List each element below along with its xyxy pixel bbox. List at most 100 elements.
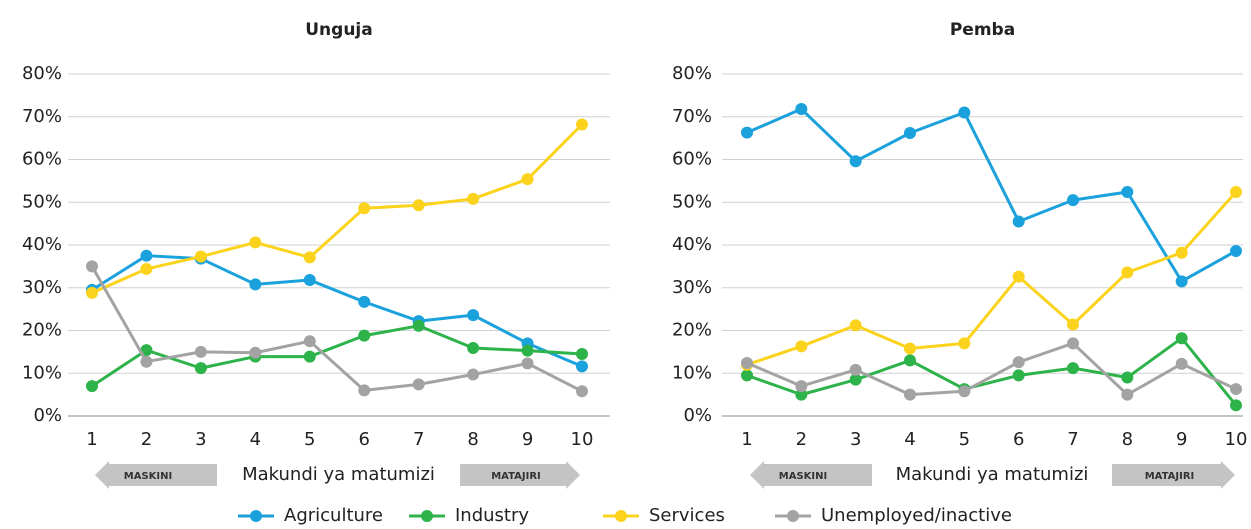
x-tick-label: 8 bbox=[467, 429, 478, 450]
x-axis-label: Makundi ya matumizi bbox=[896, 464, 1089, 485]
data-point bbox=[358, 329, 371, 342]
left-arrow-label: MASKINI bbox=[779, 471, 827, 482]
data-point bbox=[303, 350, 316, 363]
data-point bbox=[521, 344, 534, 357]
data-point bbox=[1175, 246, 1188, 259]
x-tick-label: 9 bbox=[1176, 429, 1187, 450]
data-point bbox=[467, 342, 480, 355]
series-line bbox=[746, 341, 1237, 397]
x-tick-label: 5 bbox=[304, 429, 315, 450]
y-tick-label: 30% bbox=[22, 277, 62, 298]
y-tick-label: 80% bbox=[22, 63, 62, 84]
x-tick-label: 2 bbox=[141, 429, 152, 450]
data-point bbox=[576, 348, 588, 361]
data-point bbox=[1121, 388, 1134, 401]
data-point bbox=[904, 126, 916, 139]
data-point bbox=[904, 354, 916, 367]
data-point bbox=[576, 360, 588, 373]
x-tick-label: 1 bbox=[741, 429, 752, 450]
data-point bbox=[249, 346, 262, 359]
y-tick-label: 30% bbox=[672, 277, 712, 298]
data-point bbox=[1067, 194, 1079, 207]
data-point bbox=[194, 362, 207, 375]
data-point bbox=[795, 340, 808, 353]
y-tick-label: 50% bbox=[672, 191, 712, 212]
x-tick-label: 7 bbox=[413, 429, 424, 450]
data-point bbox=[140, 355, 153, 368]
y-tick-label: 50% bbox=[22, 191, 62, 212]
y-tick-label: 20% bbox=[672, 320, 712, 341]
data-point bbox=[303, 274, 316, 287]
data-point bbox=[303, 251, 316, 264]
series-line bbox=[91, 254, 583, 368]
y-tick-label: 40% bbox=[22, 234, 62, 255]
data-point bbox=[358, 295, 371, 308]
data-point bbox=[358, 384, 371, 397]
legend-swatch bbox=[421, 510, 433, 522]
y-tick-label: 70% bbox=[672, 106, 712, 127]
data-point bbox=[958, 106, 971, 119]
data-point bbox=[412, 199, 425, 212]
chart-title: Pemba bbox=[950, 20, 1015, 40]
data-point bbox=[849, 319, 862, 332]
data-point bbox=[795, 388, 808, 401]
x-axis-label: Makundi ya matumizi bbox=[242, 464, 435, 485]
data-point bbox=[1121, 185, 1134, 198]
data-point bbox=[1175, 357, 1188, 370]
data-point bbox=[1067, 318, 1079, 331]
y-tick-label: 0% bbox=[33, 405, 62, 426]
right-arrow-label: MATAJIRI bbox=[491, 471, 541, 482]
data-point bbox=[795, 380, 808, 393]
data-point bbox=[86, 260, 98, 273]
data-point bbox=[1012, 356, 1025, 369]
y-tick-label: 60% bbox=[672, 149, 712, 170]
data-point bbox=[412, 378, 425, 391]
data-point bbox=[849, 155, 862, 168]
data-point bbox=[1067, 337, 1079, 350]
legend-swatch bbox=[787, 510, 799, 522]
data-point bbox=[249, 278, 262, 291]
x-tick-label: 5 bbox=[959, 429, 970, 450]
x-tick-label: 10 bbox=[571, 429, 594, 450]
y-tick-label: 10% bbox=[672, 362, 712, 383]
data-point bbox=[140, 344, 153, 357]
data-point bbox=[576, 385, 588, 398]
left-arrow bbox=[95, 461, 217, 489]
data-point bbox=[303, 335, 316, 348]
data-point bbox=[1175, 332, 1188, 345]
right-arrow bbox=[1112, 461, 1235, 489]
data-point bbox=[1067, 362, 1079, 375]
y-tick-label: 0% bbox=[683, 405, 712, 426]
x-tick-label: 6 bbox=[358, 429, 369, 450]
data-point bbox=[1230, 244, 1242, 257]
data-point bbox=[958, 337, 971, 350]
data-point bbox=[1012, 369, 1025, 382]
data-point bbox=[467, 309, 480, 322]
data-point bbox=[741, 369, 753, 382]
data-point bbox=[249, 236, 262, 249]
series-line bbox=[91, 324, 583, 388]
y-tick-label: 80% bbox=[672, 63, 712, 84]
data-point bbox=[904, 388, 916, 401]
data-point bbox=[1121, 266, 1134, 279]
data-point bbox=[140, 262, 153, 275]
x-tick-label: 6 bbox=[1013, 429, 1024, 450]
x-tick-label: 1 bbox=[86, 429, 97, 450]
data-point bbox=[1012, 270, 1025, 283]
data-point bbox=[521, 173, 534, 186]
legend-swatch bbox=[615, 510, 627, 522]
right-arrow bbox=[460, 461, 580, 489]
y-tick-label: 20% bbox=[22, 320, 62, 341]
data-point bbox=[86, 380, 98, 393]
data-point bbox=[194, 345, 207, 358]
series-line bbox=[91, 123, 584, 295]
x-tick-label: 3 bbox=[195, 429, 206, 450]
x-tick-label: 4 bbox=[904, 429, 915, 450]
data-point bbox=[1230, 185, 1242, 198]
data-point bbox=[86, 286, 98, 299]
data-point bbox=[1230, 399, 1242, 412]
x-tick-label: 3 bbox=[850, 429, 861, 450]
x-tick-label: 8 bbox=[1122, 429, 1133, 450]
x-tick-label: 4 bbox=[250, 429, 261, 450]
